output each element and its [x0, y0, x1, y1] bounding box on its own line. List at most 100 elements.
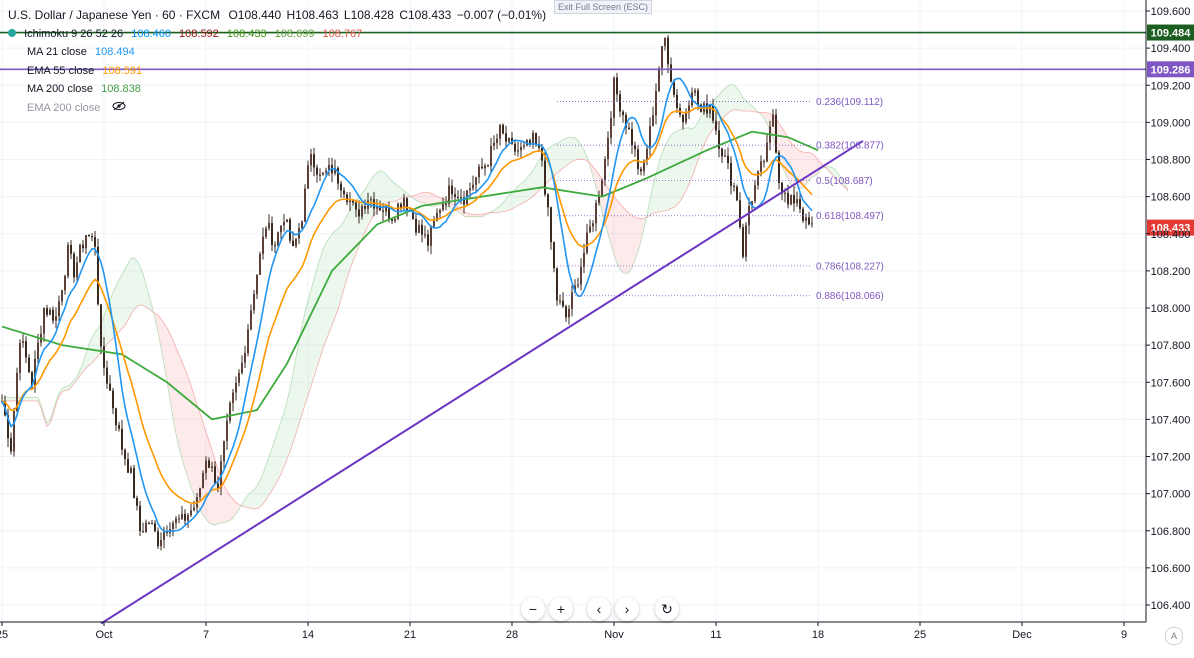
scroll-forward-button[interactable]: › [615, 597, 639, 621]
ichimoku-value-5: 108.767 [322, 27, 363, 40]
candle-body [796, 199, 798, 204]
ichimoku-cloud-segment [515, 186, 518, 208]
candle-body [73, 253, 75, 278]
ichimoku-cloud-segment [476, 214, 479, 217]
ichimoku-cloud-segment [242, 499, 245, 508]
symbol-title[interactable]: U.S. Dollar / Japanese Yen · 60 · FXCM [8, 8, 221, 22]
ohlc-low: L108.428 [343, 8, 394, 22]
candle-body [535, 132, 537, 145]
ichimoku-cloud-segment [527, 174, 530, 201]
ichimoku-cloud-segment [659, 153, 662, 212]
candle-body [145, 522, 147, 533]
ichimoku-cloud-segment [698, 116, 701, 161]
candle-body [589, 226, 591, 233]
ichimoku-cloud-segment [695, 122, 698, 169]
y-tick-label: 107.800 [1151, 340, 1191, 352]
ichimoku-cloud-segment [626, 210, 629, 274]
ichimoku-cloud-segment [416, 193, 419, 202]
ema200-row[interactable]: EMA 200 close [8, 99, 551, 118]
candle-body [709, 105, 711, 114]
ichimoku-cloud-segment [410, 195, 413, 199]
ichimoku-cloud-segment [485, 212, 488, 216]
ichimoku-row[interactable]: Ichimoku 9 26 52 26 108.460 108.592 108.… [8, 25, 551, 44]
candle-body [685, 112, 687, 123]
ma200-row[interactable]: MA 200 close 108.838 [8, 80, 551, 99]
ichimoku-cloud-segment [425, 192, 428, 206]
indicator-legend: U.S. Dollar / Japanese Yen · 60 · FXCM O… [8, 6, 551, 117]
candle-body [541, 147, 543, 161]
candle-body [484, 165, 486, 169]
candle-body [739, 200, 741, 228]
ichimoku-cloud-segment [722, 88, 725, 120]
ichimoku-cloud-segment [92, 332, 95, 363]
candle-body [562, 300, 564, 307]
candle-body [115, 408, 117, 426]
ichimoku-cloud-segment [464, 211, 467, 217]
auto-scale-button[interactable]: A [1165, 627, 1183, 645]
reset-chart-button[interactable]: ↻ [655, 597, 679, 621]
price-label-bg [1147, 61, 1194, 78]
candle-body [631, 129, 633, 146]
ichimoku-cloud-segment [371, 175, 374, 220]
x-tick-label: 18 [812, 629, 824, 641]
ichimoku-cloud-segment [395, 183, 398, 202]
ichimoku-cloud-segment [269, 448, 272, 496]
ohlc-close: C108.433 [399, 8, 452, 22]
ichimoku-cloud-segment [827, 166, 830, 173]
ichimoku-cloud-segment [401, 188, 404, 199]
ichimoku-cloud-segment [35, 397, 38, 401]
eye-hidden-icon[interactable] [112, 99, 126, 117]
candle-body [379, 205, 381, 211]
candle-body [355, 202, 357, 210]
ema55-row[interactable]: EMA 55 close 108.591 [8, 62, 551, 81]
ichimoku-cloud-segment [629, 213, 632, 273]
x-tick-label: 14 [302, 629, 314, 641]
candle-body [682, 114, 684, 123]
scroll-back-button[interactable]: ‹ [587, 597, 611, 621]
zoom-out-button[interactable]: − [521, 597, 545, 621]
candle-body [496, 138, 498, 143]
ichimoku-cloud-segment [335, 228, 338, 318]
candle-body [202, 472, 204, 489]
candle-body [319, 174, 321, 176]
ichimoku-cloud-segment [836, 170, 839, 183]
ichimoku-cloud-segment [302, 311, 305, 415]
candle-body [22, 341, 24, 343]
candle-body [31, 372, 33, 386]
ichimoku-cloud-segment [299, 325, 302, 425]
candle-body [628, 127, 630, 130]
ichimoku-cloud-segment [572, 137, 575, 162]
zoom-in-button[interactable]: + [549, 597, 573, 621]
ichimoku-cloud-segment [392, 180, 395, 202]
candle-body [268, 223, 270, 229]
ichimoku-cloud-segment [638, 218, 641, 252]
ichimoku-cloud-segment [671, 132, 674, 209]
candle-body [34, 358, 36, 386]
ichimoku-cloud-segment [59, 388, 62, 397]
status-dot-icon [8, 28, 16, 37]
candle-body [724, 155, 726, 157]
y-tick-label: 108.600 [1151, 192, 1191, 204]
candle-body [778, 152, 780, 183]
candle-body [673, 81, 675, 95]
candle-body [139, 505, 141, 532]
candle-body [43, 308, 45, 334]
ichimoku-cloud-segment [386, 174, 389, 204]
candle-body [559, 300, 561, 302]
candle-body [232, 392, 234, 403]
candle-body [490, 145, 492, 166]
ema55-label: EMA 55 close [27, 64, 95, 77]
ichimoku-cloud-segment [461, 209, 464, 217]
ichimoku-cloud-segment [833, 167, 836, 179]
candle-body [613, 77, 615, 118]
exit-fullscreen-button[interactable]: Exit Full Screen (ESC) [554, 0, 653, 14]
x-tick-label: 21 [404, 629, 416, 641]
ma21-row[interactable]: MA 21 close 108.494 [8, 43, 551, 62]
ichimoku-cloud-segment [566, 137, 569, 166]
ichimoku-cloud-segment [83, 353, 86, 372]
candle-body [271, 223, 273, 246]
candle-body [208, 460, 210, 468]
candle-body [70, 244, 72, 254]
